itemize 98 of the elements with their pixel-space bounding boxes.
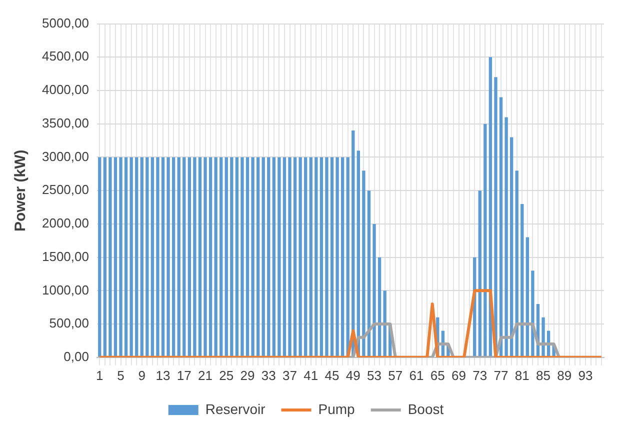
y-tick-label: 1000,00	[42, 282, 89, 298]
x-tick-label: 45	[324, 368, 340, 383]
y-tick-label: 0,00	[64, 348, 89, 364]
bar	[293, 157, 297, 357]
bar	[140, 157, 144, 357]
x-tick-label: 37	[282, 368, 297, 383]
x-tick-label: 9	[138, 368, 146, 383]
bar	[272, 157, 276, 357]
bar	[304, 157, 308, 357]
bar	[161, 157, 165, 357]
bar	[198, 157, 202, 357]
x-tick-label: 73	[472, 368, 488, 383]
x-tick-label: 57	[388, 368, 403, 383]
bar	[130, 157, 133, 357]
bar	[288, 157, 292, 357]
bar	[177, 157, 180, 357]
bar	[119, 157, 122, 357]
bar	[336, 157, 339, 357]
bar	[256, 157, 260, 357]
x-tick-label: 93	[578, 368, 593, 383]
x-tick-label: 17	[176, 368, 192, 383]
bar	[235, 157, 239, 357]
x-tick-label: 89	[557, 368, 572, 383]
y-tick-label: 3000,00	[42, 148, 89, 164]
bar	[188, 157, 191, 357]
bar	[504, 117, 508, 357]
bar	[193, 157, 196, 357]
bar	[114, 157, 118, 357]
x-tick-label: 53	[367, 368, 382, 383]
x-tick-label: 21	[198, 368, 212, 383]
bar	[98, 157, 102, 357]
x-tick-label: 5	[117, 368, 124, 383]
bar	[499, 97, 503, 357]
x-tick-label: 41	[304, 368, 318, 383]
bar	[220, 157, 223, 357]
bar	[251, 157, 254, 357]
bar	[309, 157, 312, 357]
y-tick-label: 4000,00	[42, 82, 89, 98]
bar	[135, 157, 138, 357]
bar	[314, 157, 318, 357]
y-tick-label: 3500,00	[42, 115, 89, 130]
bar	[214, 157, 218, 357]
bar	[372, 224, 376, 357]
bar	[267, 157, 270, 357]
bar	[325, 157, 328, 357]
y-tick-label: 2500,00	[42, 182, 89, 198]
y-tick-label: 4500,00	[42, 48, 89, 64]
legend-label: Pump	[318, 400, 356, 417]
x-tick-label: 49	[346, 368, 360, 383]
bar	[484, 124, 487, 357]
y-tick-label: 5000,00	[42, 15, 89, 30]
bar	[240, 157, 244, 357]
y-tick-label: 1500,00	[42, 248, 89, 264]
y-tick-label: 500,00	[49, 316, 89, 331]
bar	[520, 204, 524, 357]
x-tick-label: 85	[536, 368, 550, 383]
bar	[362, 170, 366, 357]
bar	[367, 190, 371, 357]
bar	[346, 157, 350, 357]
bar	[204, 157, 207, 357]
bar	[108, 157, 112, 357]
x-tick-label: 29	[240, 368, 255, 383]
legend-label: Reservoir	[205, 400, 266, 417]
bar	[224, 157, 228, 357]
bar	[282, 157, 286, 357]
x-tick-label: 81	[514, 368, 530, 383]
x-tick-label: 25	[219, 368, 234, 383]
bar	[208, 157, 212, 357]
bar	[330, 157, 334, 357]
bar	[510, 137, 514, 357]
bar	[298, 157, 302, 357]
legend-label: Boost	[408, 400, 444, 417]
y-tick-label: 2000,00	[42, 216, 89, 231]
x-tick-label: 61	[409, 368, 424, 383]
bar	[246, 157, 250, 357]
x-tick-label: 77	[494, 368, 508, 383]
bar	[230, 157, 234, 357]
x-tick-label: 69	[452, 368, 466, 383]
x-tick-label: 1	[96, 368, 104, 383]
x-tick-label: 13	[156, 368, 170, 383]
bar	[526, 237, 530, 357]
bar	[278, 157, 281, 357]
bar	[182, 157, 186, 357]
bar	[340, 157, 344, 357]
y-axis-title: Power (kW)	[12, 150, 30, 232]
bar	[124, 157, 128, 357]
bar	[103, 157, 106, 357]
bar	[146, 157, 149, 357]
bar	[156, 157, 160, 357]
bar	[166, 157, 170, 357]
bar	[320, 157, 324, 357]
bar	[262, 157, 265, 357]
bar	[150, 157, 154, 357]
x-tick-label: 65	[430, 368, 445, 383]
x-tick-label: 33	[261, 368, 276, 383]
bar	[515, 170, 518, 357]
bar	[478, 190, 482, 357]
bar	[172, 157, 176, 357]
